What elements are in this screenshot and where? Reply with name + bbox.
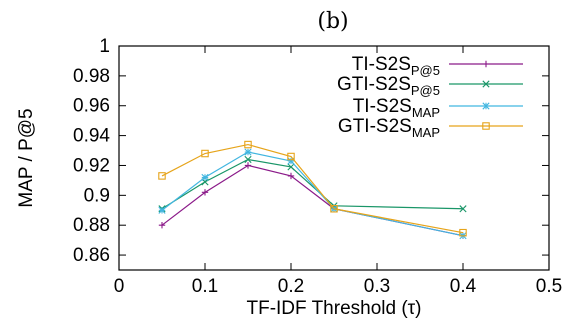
legend-label: GTI-S2SMAP [338,116,440,140]
series-1 [158,162,467,239]
legend-label: TI-S2SP@5 [352,54,440,78]
data-point [287,157,295,165]
panel-label: (b) [317,9,348,34]
y-tick-label: 0.94 [73,126,110,147]
data-point [201,173,209,182]
series-line [161,143,464,234]
series-2 [158,155,467,213]
data-point [158,222,166,229]
x-tick-label: 0.2 [278,276,304,297]
data-point [201,149,209,158]
data-point [158,206,166,214]
legend-label: GTI-S2SP@5 [337,74,440,98]
data-point [459,205,467,213]
data-point [287,163,295,171]
legend-swatch-marker [482,122,490,130]
data-point [287,152,295,161]
data-point [244,148,252,156]
y-tick-label: 0.86 [73,245,110,266]
data-point [201,189,209,196]
y-tick-label: 0.96 [73,96,110,117]
legend-item: TI-S2SP@5 [352,54,523,78]
data-point [459,228,467,237]
data-point [244,140,252,149]
x-tick-label: 0.5 [536,276,562,297]
x-axis-label: TF-IDF Threshold (τ) [246,298,421,319]
x-tick-label: 0.3 [364,276,390,297]
legend-swatch-marker [482,60,490,68]
series-line [161,151,464,237]
data-point [330,205,338,213]
y-tick-label: 1 [99,36,110,57]
series-line [161,158,464,210]
x-tick-label: 0.4 [450,276,477,297]
series-layer [158,140,467,240]
data-point [244,162,252,169]
data-point [244,155,252,164]
y-tick-label: 0.88 [73,215,110,236]
legend-swatch-marker [482,102,490,110]
x-tick-label: 0 [114,276,125,297]
x-tick-label: 0.1 [192,276,218,297]
legend-swatch-marker [482,80,490,88]
series-4 [158,140,467,237]
legend-item: GTI-S2SP@5 [337,74,523,98]
legend-item: GTI-S2SMAP [338,116,523,140]
x-axis: 0 0.1 0.2 0.3 0.4 0.5 [114,46,562,297]
data-point [158,172,166,180]
y-tick-label: 0.9 [84,185,110,206]
y-axis: 0.86 0.88 0.9 0.92 0.94 0.96 0.98 1 [73,36,549,266]
legend-item: TI-S2SMAP [353,96,523,120]
plot-frame [118,45,550,271]
y-axis-label: MAP / P@5 [16,108,37,207]
y-tick-label: 0.98 [73,66,110,87]
legend-label: TI-S2SMAP [353,96,440,120]
y-tick-label: 0.92 [73,155,110,176]
data-point [287,172,295,180]
